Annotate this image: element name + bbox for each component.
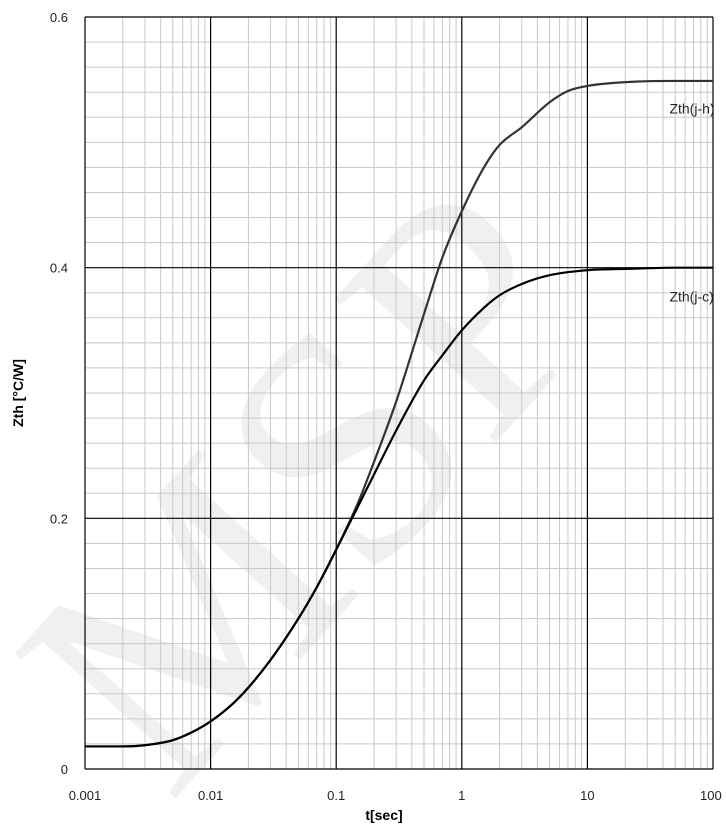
x-axis-title: t[sec]: [365, 807, 402, 823]
major-gridlines: [84, 16, 714, 770]
watermark: MSP: [0, 119, 664, 827]
y-tick-label: 0.4: [50, 261, 68, 276]
x-tick-label: 100: [700, 788, 722, 803]
y-tick-label: 0.2: [50, 511, 68, 526]
series-label-zth-j-c: Zth(j-c): [669, 289, 713, 305]
x-tick-label: 0.01: [198, 788, 223, 803]
series-curves: [85, 79, 713, 748]
x-tick-label: 10: [580, 788, 594, 803]
series-labels: Zth(j-h) Zth(j-c): [669, 101, 714, 305]
y-tick-label: 0: [61, 762, 68, 777]
x-tick-label: 1: [458, 788, 465, 803]
series-label-zth-j-h: Zth(j-h): [669, 101, 714, 117]
x-tick-label: 0.001: [69, 788, 102, 803]
x-tick-labels: 0.001 0.01 0.1 1 10 100: [69, 788, 722, 803]
watermark-text: MSP: [0, 119, 664, 827]
minor-gridlines: [85, 17, 713, 769]
y-tick-label: 0.6: [50, 10, 68, 25]
series-line-zth-j-c: [85, 266, 713, 748]
y-axis-title: Zth [°C/W]: [10, 359, 26, 427]
x-tick-label: 0.1: [327, 788, 345, 803]
y-tick-labels: 0 0.2 0.4 0.6: [50, 10, 68, 777]
